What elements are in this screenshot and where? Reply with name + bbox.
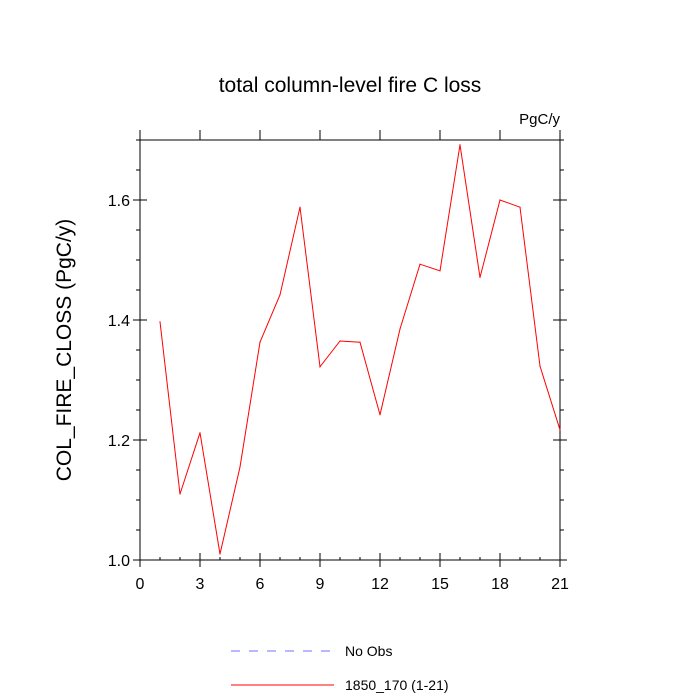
series-point [359,341,361,343]
x-tick-label: 6 [256,576,265,593]
series-point [299,206,301,208]
series-point [279,294,281,296]
series-point [459,144,461,146]
legend-label: 1850_170 (1-21) [345,677,449,693]
x-tick-label: 21 [551,576,569,593]
y-tick-label: 1.2 [108,433,130,450]
series-point [159,321,161,323]
series-line [159,144,561,555]
x-tick-label: 3 [196,576,205,593]
axis-ticks [133,130,567,567]
x-tick-label: 18 [491,576,509,593]
legend-label: No Obs [345,643,392,659]
axis-tick-labels: 0 3 6 9 12 15 18 21 1.0 1.2 1.4 1.6 [108,193,569,593]
x-tick-label: 9 [316,576,325,593]
series-point [539,365,541,367]
series-point [319,366,321,368]
series-point [239,466,241,468]
y-tick-label: 1.6 [108,193,130,210]
plot-frame [139,139,561,561]
y-axis-label: COL_FIRE_CLOSS (PgC/y) [53,219,76,482]
series-point [519,206,521,208]
series-point [439,270,441,272]
series-point [199,432,201,434]
x-tick-label: 15 [431,576,449,593]
series-point [419,263,421,265]
series-point [339,340,341,342]
series-point [179,493,181,495]
legend: No Obs 1850_170 (1-21) [231,643,449,693]
series-point [559,429,561,431]
series-point [399,328,401,330]
series-layer [159,144,561,555]
units-label: PgC/y [519,111,560,128]
x-tick-label: 12 [371,576,389,593]
x-tick-label: 0 [136,576,145,593]
series-point [219,553,221,555]
y-tick-label: 1.4 [108,313,130,330]
series-point [479,276,481,278]
chart-title: total column-level fire C loss [219,74,482,97]
y-tick-label: 1.0 [108,553,130,570]
series-point [259,341,261,343]
series-point [499,199,501,201]
series-point [379,414,381,416]
